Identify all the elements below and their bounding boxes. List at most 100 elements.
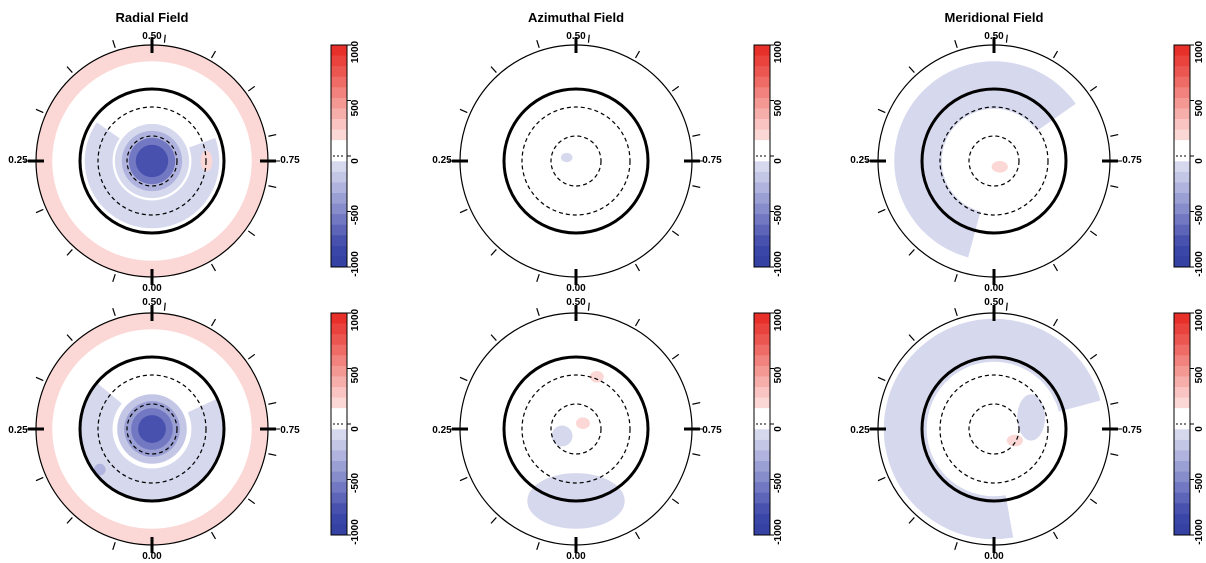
phase-tick bbox=[908, 66, 915, 73]
phase-label-top: 0.50 bbox=[566, 31, 586, 42]
phase-tick bbox=[634, 318, 641, 327]
colorbar-segment bbox=[1174, 503, 1190, 515]
colorbar-tick-label: 0 bbox=[1194, 158, 1205, 164]
field-patch bbox=[589, 371, 604, 383]
colorbar-segment bbox=[331, 513, 347, 525]
colorbar-segment bbox=[331, 203, 347, 215]
colorbar-segment bbox=[754, 119, 770, 130]
title-meridional-field: Meridional Field bbox=[945, 10, 1044, 25]
phase-tick bbox=[490, 249, 497, 256]
colorbar-tick-label: -1000 bbox=[773, 519, 784, 545]
phase-label-left: 0.25 bbox=[850, 425, 870, 436]
colorbar-segment bbox=[754, 355, 770, 367]
colorbar-tick-label: -500 bbox=[350, 205, 361, 225]
colorbar-segment bbox=[754, 182, 770, 194]
phase-tick bbox=[692, 134, 701, 137]
phase-tick bbox=[459, 108, 468, 114]
colorbar-segment bbox=[331, 344, 347, 356]
colorbar-segment bbox=[754, 461, 770, 472]
colorbar-tick-label: 500 bbox=[773, 366, 784, 383]
phase-tick bbox=[587, 34, 590, 43]
colorbar-tick-label: 1000 bbox=[350, 308, 361, 331]
colorbar-segment bbox=[331, 376, 347, 388]
colorbar-segment bbox=[754, 203, 770, 215]
phase-tick bbox=[459, 476, 468, 482]
field-crescent bbox=[883, 318, 1101, 540]
phase-label-top: 0.50 bbox=[142, 297, 162, 308]
polar-panel bbox=[24, 34, 351, 285]
phase-tick bbox=[634, 263, 641, 272]
latitude-circle bbox=[521, 374, 631, 484]
colorbar-segment bbox=[331, 245, 347, 257]
colorbar-segment bbox=[1174, 471, 1190, 483]
phase-tick bbox=[268, 185, 277, 188]
colorbar-segment bbox=[331, 387, 347, 398]
colorbar-segment bbox=[331, 492, 347, 504]
colorbar-segment bbox=[331, 87, 347, 99]
colorbar-segment bbox=[331, 76, 347, 88]
phase-tick bbox=[908, 517, 915, 524]
colorbar-segment bbox=[754, 492, 770, 504]
phase-label-top: 0.50 bbox=[142, 31, 162, 42]
field-disk bbox=[138, 415, 166, 443]
phase-tick bbox=[268, 134, 277, 137]
colorbar-segment bbox=[331, 171, 347, 183]
colorbar-segment bbox=[1174, 97, 1190, 109]
field-ring bbox=[84, 122, 220, 229]
phase-tick bbox=[1110, 185, 1119, 188]
colorbar-segment bbox=[331, 365, 347, 377]
colorbar-segment bbox=[1174, 203, 1190, 215]
phase-tick bbox=[954, 273, 958, 282]
phase-label-right: 0.75 bbox=[280, 425, 300, 436]
phase-label-left: 0.25 bbox=[850, 155, 870, 166]
phase-tick bbox=[954, 40, 958, 49]
phase-tick bbox=[268, 453, 277, 456]
phase-tick bbox=[1110, 402, 1119, 405]
colorbar-segment bbox=[331, 66, 347, 78]
colorbar-segment bbox=[1174, 365, 1190, 377]
colorbar-tick-label: 500 bbox=[1194, 366, 1205, 383]
phase-tick bbox=[1110, 453, 1119, 456]
latitude-circle bbox=[968, 135, 1020, 187]
colorbar-tick-label: -500 bbox=[773, 473, 784, 493]
phase-tick bbox=[112, 40, 116, 49]
colorbar-segment bbox=[754, 334, 770, 346]
polar-panel bbox=[24, 302, 351, 553]
colorbar-segment bbox=[331, 471, 347, 483]
colorbar-segment bbox=[754, 108, 770, 120]
colorbar-segment bbox=[331, 524, 347, 536]
phase-tick bbox=[247, 230, 256, 237]
colorbar-segment bbox=[754, 76, 770, 88]
colorbar-segment bbox=[331, 334, 347, 346]
colorbar-segment bbox=[331, 408, 347, 420]
phase-tick bbox=[1052, 263, 1059, 272]
colorbar-segment bbox=[754, 235, 770, 247]
phase-tick bbox=[247, 498, 256, 505]
phase-label-bottom: 0.00 bbox=[984, 551, 1004, 562]
phase-label-bottom: 0.00 bbox=[566, 283, 586, 294]
phase-tick bbox=[1052, 50, 1059, 59]
field-patch bbox=[1006, 434, 1023, 447]
colorbar-segment bbox=[331, 224, 347, 236]
phase-tick bbox=[210, 318, 217, 327]
phase-tick bbox=[536, 541, 540, 550]
phase-tick bbox=[1089, 230, 1098, 237]
phase-tick bbox=[1089, 353, 1098, 360]
colorbar-segment bbox=[754, 55, 770, 67]
phase-tick bbox=[634, 50, 641, 59]
colorbar-segment bbox=[1174, 55, 1190, 67]
phase-label-bottom: 0.00 bbox=[142, 551, 162, 562]
phase-tick bbox=[490, 517, 497, 524]
phase-label-top: 0.50 bbox=[984, 31, 1004, 42]
phase-tick bbox=[587, 302, 590, 311]
colorbar-segment bbox=[1174, 161, 1190, 173]
colorbar bbox=[1173, 44, 1194, 268]
phase-tick bbox=[1089, 498, 1098, 505]
colorbar-tick-label: 500 bbox=[773, 99, 784, 116]
phase-tick bbox=[35, 476, 44, 482]
phase-tick bbox=[1110, 134, 1119, 137]
phase-tick bbox=[459, 208, 468, 214]
latitude-circle bbox=[521, 106, 631, 216]
colorbar-segment bbox=[1174, 344, 1190, 356]
colorbar-segment bbox=[754, 214, 770, 226]
